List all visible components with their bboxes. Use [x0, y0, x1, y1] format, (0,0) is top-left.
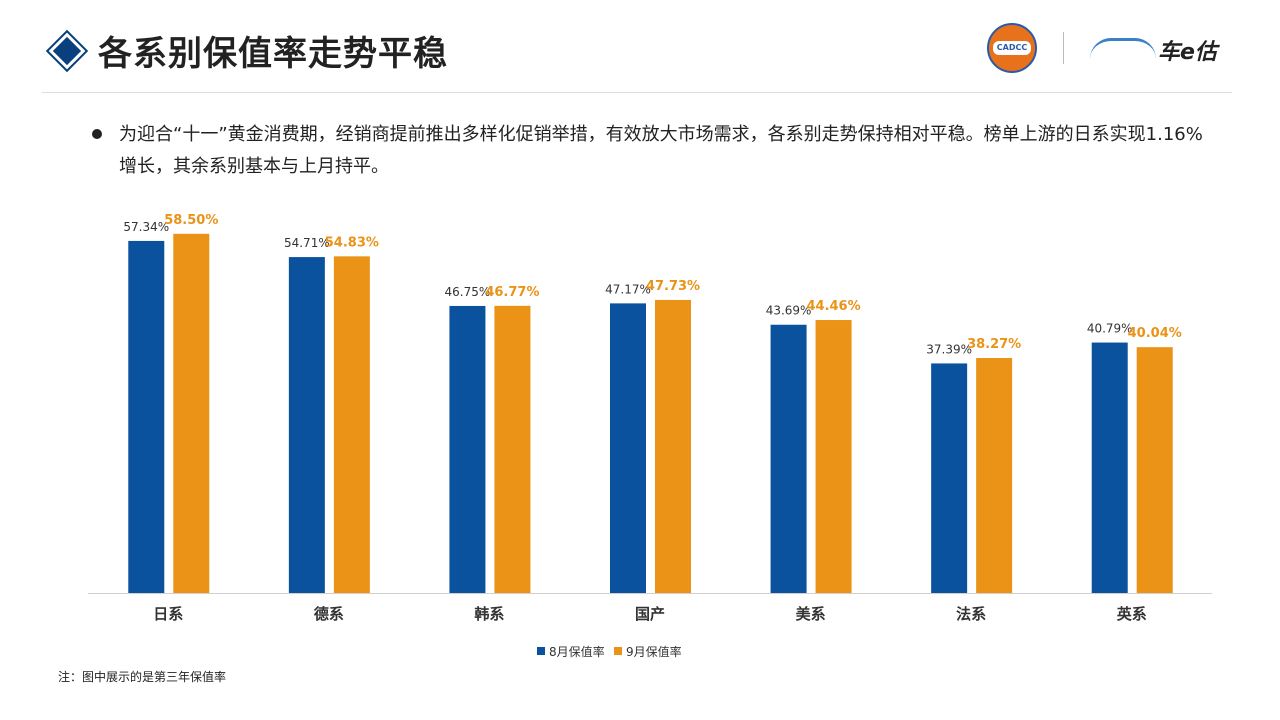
- bar-sep: [494, 305, 531, 593]
- data-label: 46.77%: [485, 285, 539, 300]
- legend-swatch: [614, 647, 622, 655]
- data-label: 40.04%: [1128, 326, 1182, 341]
- x-tick-label: 英系: [1117, 605, 1147, 623]
- page-title: 各系别保值率走势平稳: [98, 34, 448, 74]
- x-tick-label: 韩系: [474, 605, 504, 623]
- logo-divider: [1063, 32, 1064, 64]
- data-label: 37.39%: [926, 342, 972, 356]
- data-label: 47.73%: [646, 279, 700, 294]
- data-label: 57.34%: [123, 220, 169, 234]
- data-label: 43.69%: [766, 304, 812, 318]
- bar-sep: [333, 256, 370, 593]
- cadcc-logo: CADCC: [987, 23, 1037, 73]
- bar-sep: [1136, 347, 1173, 593]
- header-divider: [42, 92, 1232, 93]
- bar-aug: [1091, 342, 1128, 593]
- x-tick-label: 德系: [314, 605, 344, 623]
- bar-aug: [449, 305, 486, 593]
- x-tick-label: 美系: [796, 605, 826, 623]
- legend-swatch: [537, 647, 545, 655]
- data-label: 47.17%: [605, 282, 651, 296]
- x-tick-label: 日系: [153, 605, 183, 623]
- che-e-gu-logo: 车e估: [1090, 34, 1230, 65]
- bar-aug: [931, 363, 968, 593]
- footnote: 注：图中展示的是第三年保值率: [58, 670, 227, 684]
- data-label: 46.75%: [445, 285, 491, 299]
- x-tick-label: 法系: [956, 605, 986, 623]
- data-label: 58.50%: [164, 213, 218, 228]
- summary-text: 为迎合“十一”黄金消费期，经销商提前推出多样化促销举措，有效放大市场需求，各系别…: [119, 124, 1203, 177]
- data-label: 38.27%: [967, 337, 1021, 352]
- bar-sep: [976, 358, 1013, 593]
- legend-label: 9月保值率: [626, 644, 682, 659]
- bar-aug: [770, 324, 807, 593]
- data-label: 40.79%: [1087, 322, 1133, 336]
- data-label: 44.46%: [806, 299, 860, 314]
- bar-sep: [173, 233, 210, 593]
- x-tick-label: 国产: [635, 605, 665, 623]
- bullet-icon: [92, 129, 102, 139]
- bar-aug: [128, 240, 165, 593]
- data-label: 54.83%: [325, 235, 379, 250]
- bar-sep: [655, 299, 691, 593]
- bar-sep: [815, 320, 852, 593]
- bar-aug: [288, 257, 325, 593]
- legend-label: 8月保值率: [549, 644, 605, 659]
- bar-aug: [610, 303, 646, 593]
- data-label: 54.71%: [284, 236, 330, 250]
